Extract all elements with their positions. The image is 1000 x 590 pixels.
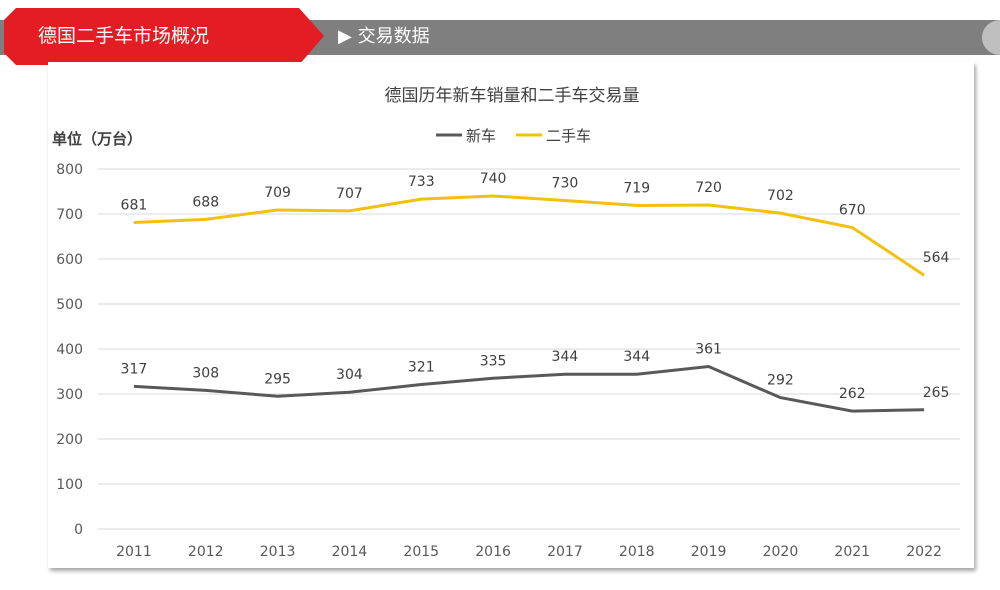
x-tick-label: 2013 [260,544,296,560]
data-label: 707 [336,186,363,202]
data-label: 321 [408,360,435,376]
x-tick-label: 2016 [475,544,511,560]
legend-label: 二手车 [546,127,591,145]
data-label: 295 [264,371,291,387]
y-tick-label: 500 [56,297,83,313]
y-axis-label: 单位（万台） [52,130,142,148]
data-label: 702 [767,188,794,204]
y-tick-label: 800 [56,162,83,178]
x-tick-label: 2020 [763,544,799,560]
legend-label: 新车 [466,127,496,145]
data-label: 733 [408,174,435,190]
x-tick-label: 2018 [619,544,655,560]
x-tick-label: 2015 [403,544,439,560]
series-line [133,365,925,413]
x-tick-label: 2022 [906,544,942,560]
x-tick-label: 2012 [188,544,224,560]
data-label: 335 [480,353,507,369]
data-label: 720 [695,180,722,196]
x-tick-label: 2011 [116,544,152,560]
series-line [133,194,925,277]
y-tick-label: 700 [56,207,83,223]
x-tick-label: 2014 [332,544,368,560]
data-label: 709 [264,185,291,201]
x-tick-label: 2017 [547,544,583,560]
data-label: 564 [923,250,950,266]
y-tick-label: 300 [56,387,83,403]
data-label: 740 [480,171,507,187]
data-label: 361 [695,342,722,358]
x-tick-label: 2019 [691,544,727,560]
data-label: 265 [923,385,950,401]
data-label: 670 [839,203,866,219]
subsection-title: ▶ 交易数据 [338,26,430,47]
data-label: 688 [192,194,219,210]
data-label: 262 [839,386,866,402]
data-label: 681 [121,198,148,214]
data-label: 344 [552,349,579,365]
section-tab [4,8,324,65]
data-label: 344 [623,349,650,365]
y-tick-label: 200 [56,432,83,448]
chart-title: 德国历年新车销量和二手车交易量 [385,86,640,106]
y-tick-label: 100 [56,477,83,493]
section-title: 德国二手车市场概况 [38,25,210,47]
y-tick-label: 400 [56,342,83,358]
data-label: 730 [552,176,579,192]
x-tick-label: 2021 [834,544,870,560]
y-tick-label: 600 [56,252,83,268]
data-label: 292 [767,373,794,389]
data-label: 304 [336,367,363,383]
data-label: 719 [623,180,650,196]
y-tick-label: 0 [74,522,83,538]
data-label: 308 [192,365,219,381]
data-label: 317 [121,361,148,377]
header-circle-decoration [982,20,1000,55]
